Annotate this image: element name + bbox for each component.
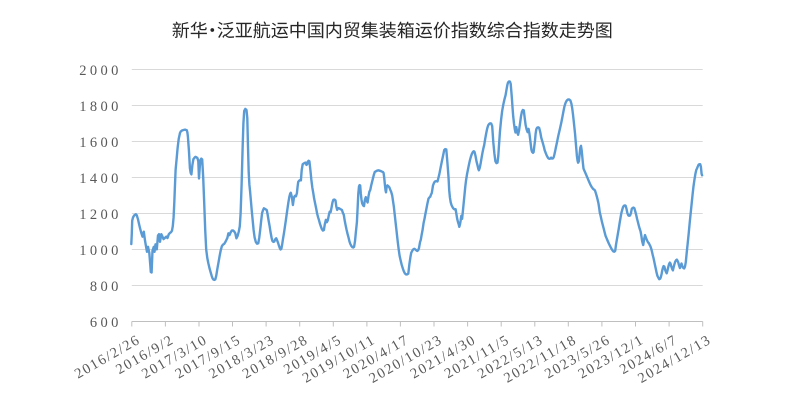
svg-text:2000: 2000 — [79, 63, 122, 79]
svg-text:1200: 1200 — [79, 207, 122, 223]
svg-text:1600: 1600 — [79, 135, 122, 151]
svg-text:800: 800 — [90, 279, 122, 295]
svg-text:1000: 1000 — [79, 243, 122, 259]
svg-text:1400: 1400 — [79, 171, 122, 187]
svg-text:600: 600 — [90, 315, 122, 331]
svg-text:1800: 1800 — [79, 99, 122, 115]
